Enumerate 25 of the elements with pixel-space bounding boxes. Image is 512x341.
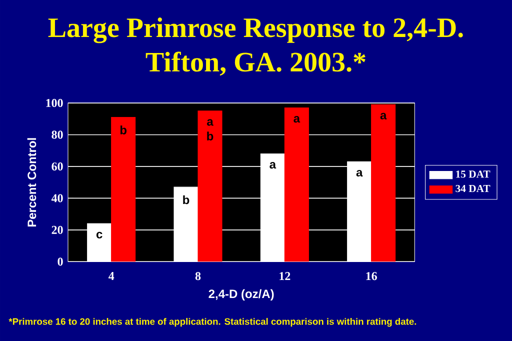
y-tick-label: 60 bbox=[52, 162, 63, 171]
y-tick-label: 40 bbox=[51, 194, 63, 202]
data-label: a bbox=[294, 116, 300, 123]
data-label: c bbox=[96, 232, 102, 238]
text: *Primrose 16 to 20 inches at time of application. Statistical comparison is within rating date. bbox=[8, 318, 416, 327]
legend-label: 15 DAT bbox=[456, 170, 490, 178]
y-axis-title: Percent Control bbox=[27, 138, 36, 227]
y-tick-label: 100 bbox=[46, 98, 63, 108]
data-label: b bbox=[183, 195, 190, 204]
x-tick-label: 8 bbox=[195, 272, 201, 280]
data-label: a bbox=[270, 162, 276, 169]
data-label: a b bbox=[207, 119, 214, 140]
y-tick-label: 0 bbox=[58, 258, 63, 266]
x-axis-title: 2,4-D (oz/A) bbox=[208, 289, 274, 300]
y-tick-label: 80 bbox=[52, 130, 63, 139]
y-tick-label: 20 bbox=[52, 226, 63, 234]
x-tick-label: 16 bbox=[366, 272, 377, 280]
x-tick-label: 4 bbox=[108, 272, 114, 280]
data-label: a bbox=[380, 112, 387, 120]
data-label: b bbox=[120, 126, 127, 134]
data-label: a bbox=[356, 170, 363, 177]
legend-label: 34 DAT bbox=[456, 184, 490, 192]
x-tick-label: 12 bbox=[280, 272, 290, 280]
chart-subtitle: Tifton, GA. 2003.* bbox=[146, 52, 366, 76]
chart-title: Large Primrose Response to 2,4-D. bbox=[48, 18, 463, 44]
